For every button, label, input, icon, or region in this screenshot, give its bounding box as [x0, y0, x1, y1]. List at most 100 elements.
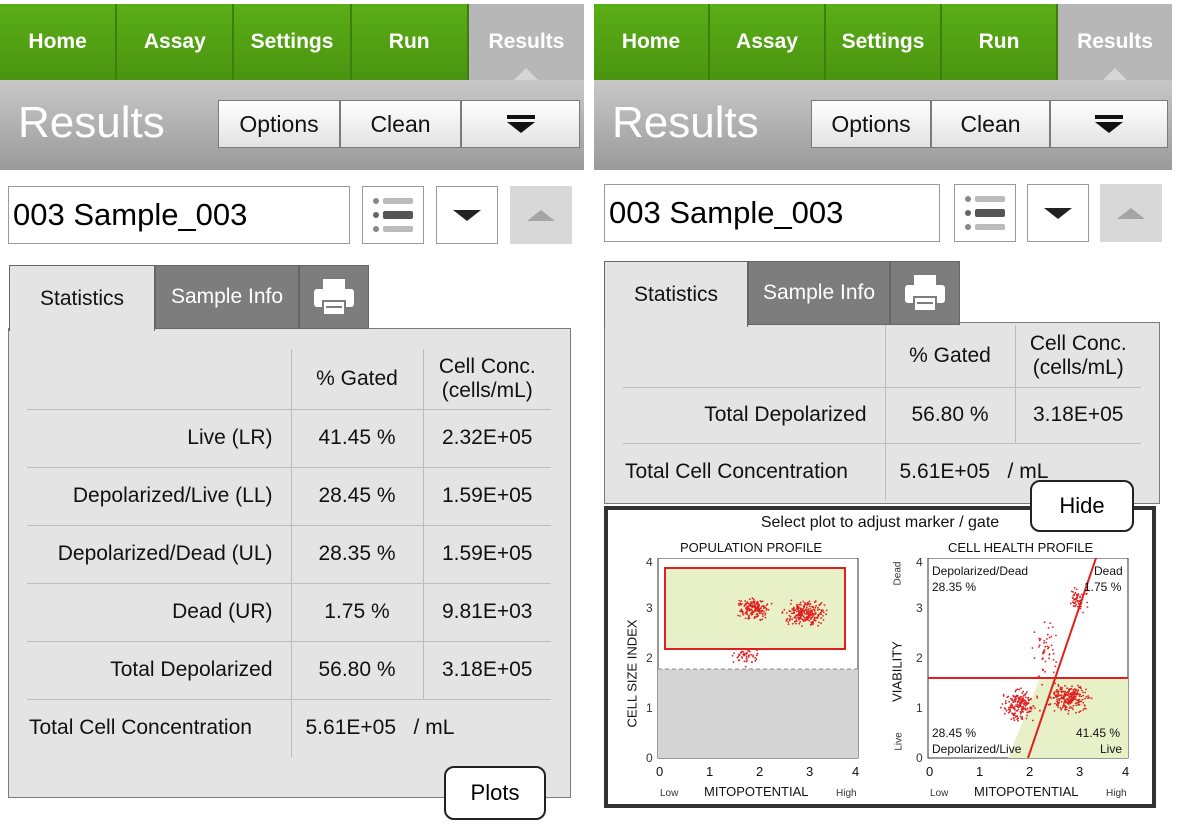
health-xlabel: MITOPOTENTIAL [974, 784, 1079, 799]
options-button[interactable]: Options [811, 100, 931, 148]
svg-text:4: 4 [916, 558, 923, 569]
ur-quadrant-pct: 1.75 % [1084, 580, 1122, 594]
health-xlow: Low [930, 788, 949, 799]
population-plot[interactable]: 0 1 2 3 4 [638, 558, 862, 792]
nav-bar: Home Assay Settings Run Results [0, 4, 585, 80]
col-header-conc: Cell Conc. (cells/mL) [423, 349, 551, 410]
page-header: Results Options Clean [0, 80, 584, 170]
health-xtick-2: 2 [1026, 764, 1034, 779]
svg-text:2: 2 [916, 651, 923, 665]
plots-panel: Select plot to adjust marker / gate POPU… [604, 506, 1156, 808]
table-row: Dead (UR) 1.75 % 9.81E+03 [27, 583, 551, 642]
population-xlow: Low [660, 788, 679, 799]
page-title: Results [612, 98, 759, 147]
print-button[interactable] [299, 265, 369, 329]
statistics-table: % Gated Cell Conc. (cells/mL) Live (LR) 4… [27, 349, 551, 757]
table-row: Total Depolarized 56.80 % 3.18E+05 [623, 387, 1141, 444]
sample-name-field[interactable]: 003 Sample_003 [8, 186, 350, 244]
nav-assay[interactable]: Assay [710, 4, 826, 80]
plots-caption: Select plot to adjust marker / gate [760, 514, 1000, 531]
svg-text:2: 2 [646, 651, 653, 665]
nav-results[interactable]: Results [1058, 4, 1172, 80]
total-row: Total Cell Concentration 5.61E+05 / mL [623, 443, 1141, 501]
statistics-panel: % Gated Cell Conc. (cells/mL) Live (LR) 4… [8, 328, 571, 798]
printer-icon [314, 279, 354, 316]
prev-sample-button[interactable] [510, 186, 572, 244]
options-button[interactable]: Options [218, 100, 340, 148]
lr-quadrant-pct: 41.45 % [1076, 726, 1121, 740]
sample-name-field[interactable]: 003 Sample_003 [604, 184, 940, 242]
svg-text:3: 3 [916, 601, 923, 615]
svg-text:1: 1 [916, 701, 923, 715]
table-row: Depolarized/Dead (UL) 28.35 % 1.59E+05 [27, 525, 551, 584]
health-ydead: Dead [892, 561, 904, 586]
population-xtick-4: 4 [852, 764, 860, 779]
next-sample-button[interactable] [1027, 184, 1089, 242]
tab-sample-info[interactable]: Sample Info [155, 265, 299, 329]
nav-run[interactable]: Run [351, 4, 469, 80]
menu-down-icon [506, 115, 535, 133]
tab-statistics[interactable]: Statistics [604, 261, 748, 327]
plots-button[interactable]: Plots [444, 766, 546, 820]
col-header-gated: % Gated [291, 349, 424, 410]
hide-button[interactable]: Hide [1030, 480, 1134, 532]
population-plot-title: POPULATION PROFILE [680, 540, 823, 555]
prev-sample-button[interactable] [1100, 184, 1162, 242]
population-xtick-0: 0 [656, 764, 664, 779]
sample-list-button[interactable] [954, 184, 1016, 242]
total-row: Total Cell Concentration 5.61E+05 / mL [27, 699, 551, 757]
nav-settings[interactable]: Settings [826, 4, 942, 80]
health-plot[interactable]: 0 1 2 3 4 [908, 558, 1132, 792]
population-xtick-3: 3 [806, 764, 814, 779]
population-xhigh: High [836, 788, 857, 799]
table-row: Live (LR) 41.45 % 2.32E+05 [27, 409, 551, 468]
nav-settings[interactable]: Settings [234, 4, 352, 80]
nav-home[interactable]: Home [0, 4, 118, 80]
ll-quadrant-pct: 28.45 % [932, 726, 977, 740]
clean-button[interactable]: Clean [931, 100, 1050, 148]
lr-quadrant-name: Live [1100, 742, 1123, 756]
statistics-panel: % Gated Cell Conc. (cells/mL) Total Depol… [604, 322, 1160, 504]
nav-run[interactable]: Run [942, 4, 1058, 80]
page-header: Results Options Clean [594, 80, 1172, 170]
menu-button[interactable] [1050, 100, 1168, 148]
results-panel-right: Home Assay Settings Run Results Results … [594, 0, 1172, 825]
sample-list-button[interactable] [362, 186, 424, 244]
nav-home[interactable]: Home [594, 4, 710, 80]
chevron-up-icon [527, 209, 555, 221]
col-header-conc: Cell Conc. (cells/mL) [1015, 325, 1141, 388]
menu-button[interactable] [461, 100, 580, 148]
tab-strip: Statistics Sample Info [604, 261, 960, 327]
svg-text:0: 0 [916, 751, 923, 765]
svg-text:3: 3 [646, 601, 653, 615]
ul-quadrant-name: Depolarized/Dead [932, 564, 1029, 578]
table-row: Total Depolarized 56.80 % 3.18E+05 [27, 641, 551, 700]
page-title: Results [18, 98, 165, 147]
health-xtick-1: 1 [976, 764, 984, 779]
svg-text:1: 1 [646, 701, 653, 715]
health-plot-title: CELL HEALTH PROFILE [948, 540, 1094, 555]
svg-text:0: 0 [646, 751, 653, 765]
ll-quadrant-name: Depolarized/Live [932, 742, 1022, 756]
population-xtick-1: 1 [706, 764, 714, 779]
health-ylabel: VIABILITY [889, 641, 905, 702]
chevron-down-icon [1044, 207, 1072, 219]
next-sample-button[interactable] [436, 186, 498, 244]
ul-quadrant-pct: 28.35 % [932, 580, 977, 594]
tab-strip: Statistics Sample Info [9, 265, 369, 331]
tab-statistics[interactable]: Statistics [9, 265, 155, 331]
statistics-table: % Gated Cell Conc. (cells/mL) Total Depol… [623, 325, 1141, 501]
list-icon [965, 196, 1005, 230]
col-header-gated: % Gated [885, 325, 1016, 388]
clean-button[interactable]: Clean [340, 100, 461, 148]
nav-assay[interactable]: Assay [117, 4, 235, 80]
menu-down-icon [1095, 115, 1123, 133]
nav-results[interactable]: Results [468, 4, 585, 80]
ur-quadrant-name: Dead [1094, 564, 1123, 578]
population-xlabel: MITOPOTENTIAL [704, 784, 809, 799]
print-button[interactable] [890, 261, 960, 325]
list-icon [373, 198, 413, 232]
health-xtick-3: 3 [1076, 764, 1084, 779]
tab-sample-info[interactable]: Sample Info [748, 261, 890, 325]
table-row: Depolarized/Live (LL) 28.45 % 1.59E+05 [27, 467, 551, 526]
